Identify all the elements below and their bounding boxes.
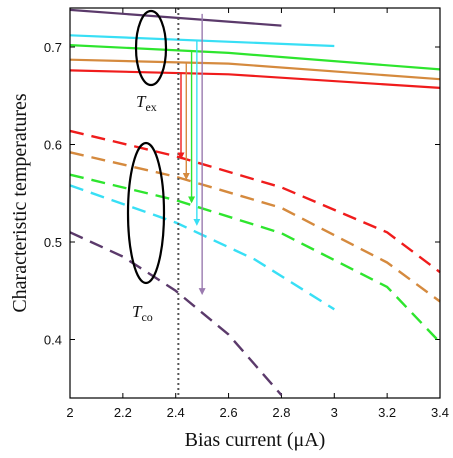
series-line-tco-6	[69, 151, 441, 303]
arrow-layer	[177, 13, 206, 296]
series-line-tco-5	[69, 129, 441, 274]
tco-ellipse	[126, 141, 166, 285]
x-tick-label: 2.6	[220, 405, 238, 420]
series-line-tco-9	[69, 231, 283, 396]
series-line-tex-4	[69, 69, 441, 89]
tex-ellipse	[134, 9, 168, 87]
x-tick-label: 2.8	[272, 405, 290, 420]
series-line-tex-2	[69, 44, 441, 71]
tco-label: Tco	[132, 302, 153, 324]
plot-frame	[69, 7, 441, 399]
series-line-tco-8	[69, 184, 335, 311]
x-tick-label: 2.2	[114, 405, 132, 420]
x-tick-label: 2.4	[167, 405, 185, 420]
series-line-tex-0	[69, 8, 282, 27]
series-layer	[69, 8, 441, 398]
x-axis-label: Bias current (μA)	[185, 429, 326, 451]
y-axis-label: Characteristic temperatures	[9, 93, 31, 313]
y-tick-label: 0.4	[44, 333, 62, 348]
series-line-tco-7	[69, 173, 441, 344]
tick-layer: 2 2.2 2.4 2.6 2.8 3 3.2 3.4 0.4 0.5 0.6 0.7	[44, 8, 449, 420]
tex-label: Tex	[136, 92, 157, 114]
x-tick-label: 3	[331, 405, 338, 420]
x-tick-label: 3.2	[378, 405, 396, 420]
x-tick-label: 3.4	[431, 405, 449, 420]
y-tick-label: 0.7	[44, 40, 62, 55]
y-tick-label: 0.6	[44, 138, 62, 153]
x-tick-label: 2	[66, 405, 73, 420]
annotation-layer: Tex Tco	[126, 9, 168, 324]
series-line-tex-3	[69, 58, 441, 81]
y-tick-label: 0.5	[44, 235, 62, 250]
